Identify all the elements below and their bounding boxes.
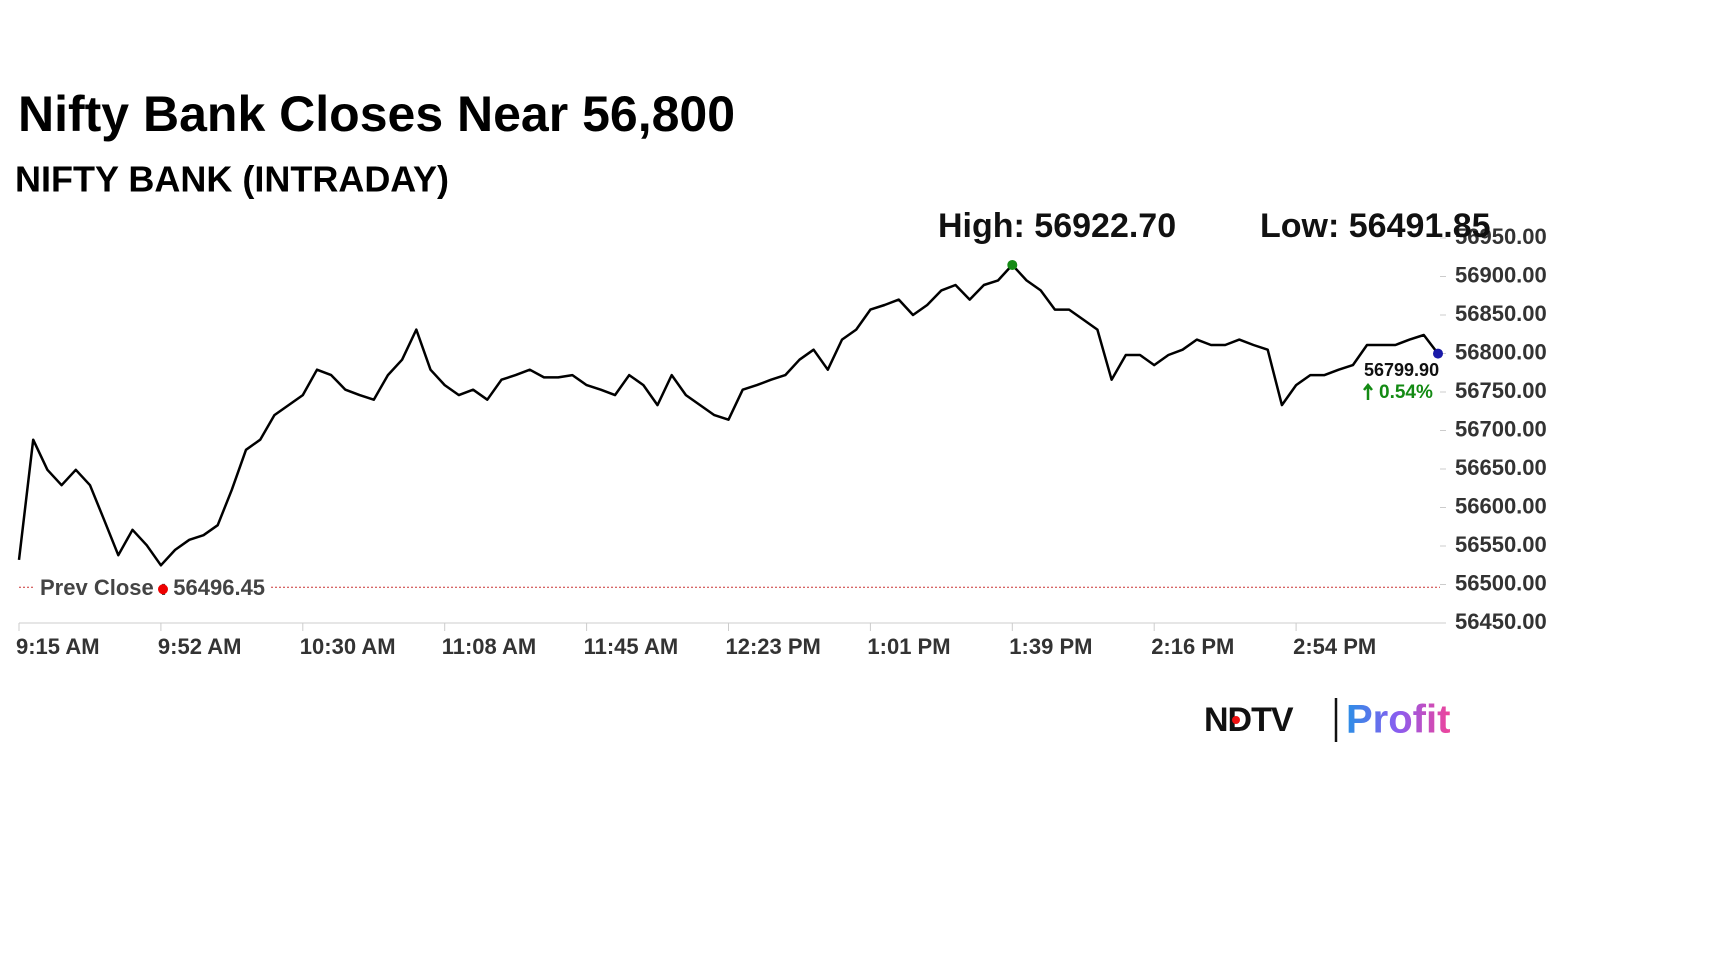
last-price: 56799.90 (1364, 360, 1439, 380)
label-bg (34, 575, 272, 601)
change-label: 0.54% (1379, 382, 1433, 403)
x-tick-label: 2:54 PM (1293, 634, 1376, 659)
y-tick-label: 56600.00 (1455, 493, 1547, 518)
prev-close-dot (158, 584, 168, 595)
logo-dot (1232, 716, 1240, 724)
y-tick-label: 56750.00 (1455, 378, 1547, 403)
y-tick-label: 56500.00 (1455, 570, 1547, 595)
x-tick-label: 1:01 PM (867, 634, 950, 659)
chart-title: Nifty Bank Closes Near 56,800 (18, 86, 735, 142)
y-tick-label: 56950.00 (1455, 224, 1547, 249)
low-label: Low: 56491.85 (1260, 207, 1491, 245)
x-tick-label: 11:08 AM (442, 634, 537, 659)
high-dot (1007, 259, 1018, 270)
prev-close-label: Prev Close : 56496.45 (40, 575, 265, 600)
x-tick-label: 1:39 PM (1009, 634, 1092, 659)
logo-profit: Profit (1346, 698, 1450, 742)
logo-ndtv: NDTV (1204, 701, 1294, 739)
x-tick-label: 2:16 PM (1151, 634, 1234, 659)
y-tick-label: 56450.00 (1455, 609, 1547, 634)
x-tick-label: 9:15 AM (16, 634, 100, 659)
up-arrow (1363, 382, 1373, 400)
x-tick-label: 11:45 AM (584, 634, 679, 659)
y-tick-label: 56800.00 (1455, 339, 1547, 364)
y-tick-label: 56900.00 (1455, 262, 1547, 287)
x-tick-label: 9:52 AM (158, 634, 242, 659)
y-tick-label: 56700.00 (1455, 416, 1547, 441)
chart-subtitle: NIFTY BANK (INTRADAY) (15, 159, 449, 200)
y-tick-label: 56850.00 (1455, 301, 1547, 326)
high-label: High: 56922.70 (938, 207, 1176, 245)
x-tick-label: 10:30 AM (300, 634, 396, 659)
price-line (17, 263, 1439, 567)
last-dot (1433, 348, 1443, 359)
x-tick-label: 12:23 PM (726, 634, 821, 659)
y-tick-label: 56650.00 (1455, 455, 1547, 480)
y-tick-label: 56550.00 (1455, 532, 1547, 557)
